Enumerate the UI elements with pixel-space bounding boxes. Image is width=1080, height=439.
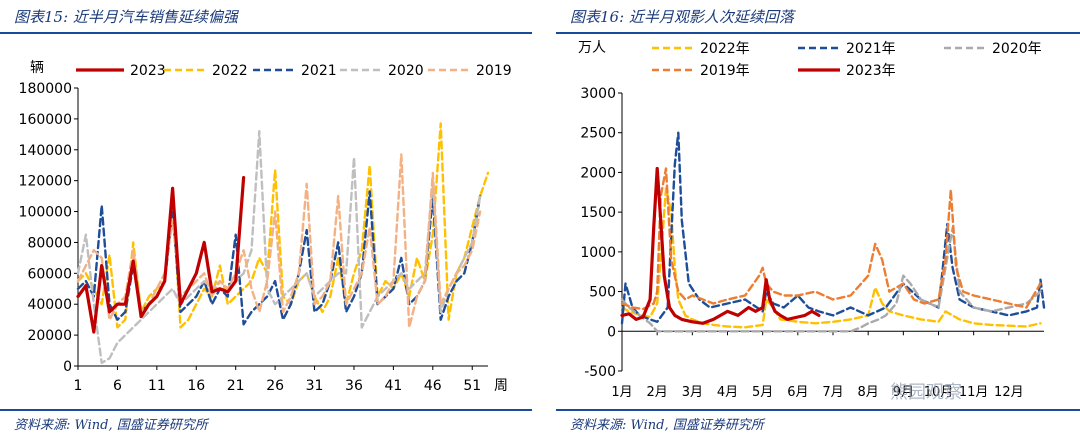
legend-label-2021年: 2021年 xyxy=(846,41,896,57)
x-tick-label: 1月 xyxy=(611,385,632,400)
x-tick-label: 2月 xyxy=(647,385,668,400)
series-line-2023 xyxy=(76,176,246,334)
y-axis-title: 万人 xyxy=(578,40,606,56)
right-chart-source: 资料来源: Wind, 国盛证券研究所 xyxy=(570,418,764,433)
legend-label-2020年: 2020年 xyxy=(992,41,1042,57)
right-chart-panel: 图表16: 近半月观影人次延续回落 -500 0 500 1000 1500 2000 25… xyxy=(556,0,1080,439)
legend-label-2023: 2023 xyxy=(130,63,166,79)
x-tick-label: 4月 xyxy=(717,385,738,400)
y-tick-label: -500 xyxy=(584,364,616,380)
right-source-rule xyxy=(556,409,1080,411)
left-chart-source: 资料来源: Wind, 国盛证券研究所 xyxy=(14,418,208,433)
right-title-rule xyxy=(556,32,1080,34)
x-axis-title: 周 xyxy=(494,378,508,394)
x-tick-label: 26 xyxy=(266,378,284,394)
legend-label-2021: 2021 xyxy=(301,63,337,79)
y-tick-label: 100000 xyxy=(19,205,72,221)
legend-label-2019年: 2019年 xyxy=(700,63,750,79)
left-chart-title: 图表15: 近半月汽车销售延续偏强 xyxy=(14,8,238,26)
legend-label-2020: 2020 xyxy=(388,63,424,79)
left-chart-panel: 图表15: 近半月汽车销售延续偏强 0 20000 40000 60000 80000 1… xyxy=(0,0,532,439)
y-tick-label: 3000 xyxy=(580,86,616,102)
y-axis-title: 辆 xyxy=(30,60,44,76)
y-tick-label: 40000 xyxy=(27,297,72,313)
x-tick-label: 7月 xyxy=(822,385,843,400)
y-tick-label: 60000 xyxy=(27,266,72,282)
y-tick-label: 140000 xyxy=(19,143,72,159)
y-tick-label: 2000 xyxy=(580,165,616,181)
x-tick-label: 9月 xyxy=(893,385,914,400)
x-tick-label: 31 xyxy=(306,378,324,394)
legend-label-2022: 2022 xyxy=(212,63,248,79)
x-tick-label: 5月 xyxy=(752,385,773,400)
x-tick-label: 6月 xyxy=(787,385,808,400)
x-tick-label: 36 xyxy=(345,378,363,394)
x-tick-label: 10月 xyxy=(924,385,954,400)
car-sales-chart: 0 20000 40000 60000 80000 100000 120000 140000 1… xyxy=(19,60,512,394)
y-tick-label: 160000 xyxy=(19,112,72,128)
y-tick-label: 120000 xyxy=(19,174,72,190)
x-tick-label: 51 xyxy=(463,378,481,394)
x-tick-label: 16 xyxy=(187,378,205,394)
y-tick-label: 80000 xyxy=(27,235,72,251)
y-tick-label: 180000 xyxy=(19,81,72,97)
right-chart-title: 图表16: 近半月观影人次延续回落 xyxy=(570,8,794,26)
watermark-logo: 熊园观察 xyxy=(890,382,962,403)
x-tick-label: 46 xyxy=(424,378,442,394)
series-line-2019年 xyxy=(620,167,1042,311)
y-tick-label: 1500 xyxy=(580,205,616,221)
x-tick-label: 6 xyxy=(113,378,122,394)
x-tick-label: 41 xyxy=(384,378,402,394)
y-tick-label: 1000 xyxy=(580,245,616,261)
x-tick-label: 3月 xyxy=(682,385,703,400)
left-title-rule xyxy=(0,32,532,34)
y-tick-label: 20000 xyxy=(27,328,72,344)
x-tick-label: 11月 xyxy=(959,385,989,400)
y-tick-label: 0 xyxy=(63,359,72,375)
box-office-chart: -500 0 500 1000 1500 2000 2500 3000 1月 2月 3月 4月 5月 6月… xyxy=(578,40,1046,400)
series-line-2023年 xyxy=(620,166,821,325)
y-tick-label: 500 xyxy=(589,285,616,301)
y-tick-label: 0 xyxy=(607,324,616,340)
series-line-2021年 xyxy=(620,131,1046,325)
left-source-rule xyxy=(0,409,532,411)
y-tick-label: 2500 xyxy=(580,126,616,142)
legend-label-2019: 2019 xyxy=(476,63,512,79)
x-tick-label: 12月 xyxy=(994,385,1024,400)
series-line-2019 xyxy=(76,153,482,329)
x-tick-label: 11 xyxy=(148,378,166,394)
legend-label-2022年: 2022年 xyxy=(700,41,750,57)
x-tick-label: 8月 xyxy=(858,385,879,400)
series-line-2020 xyxy=(76,129,482,365)
legend-label-2023年: 2023年 xyxy=(846,63,896,79)
x-tick-label: 1 xyxy=(74,378,83,394)
x-tick-label: 21 xyxy=(227,378,245,394)
